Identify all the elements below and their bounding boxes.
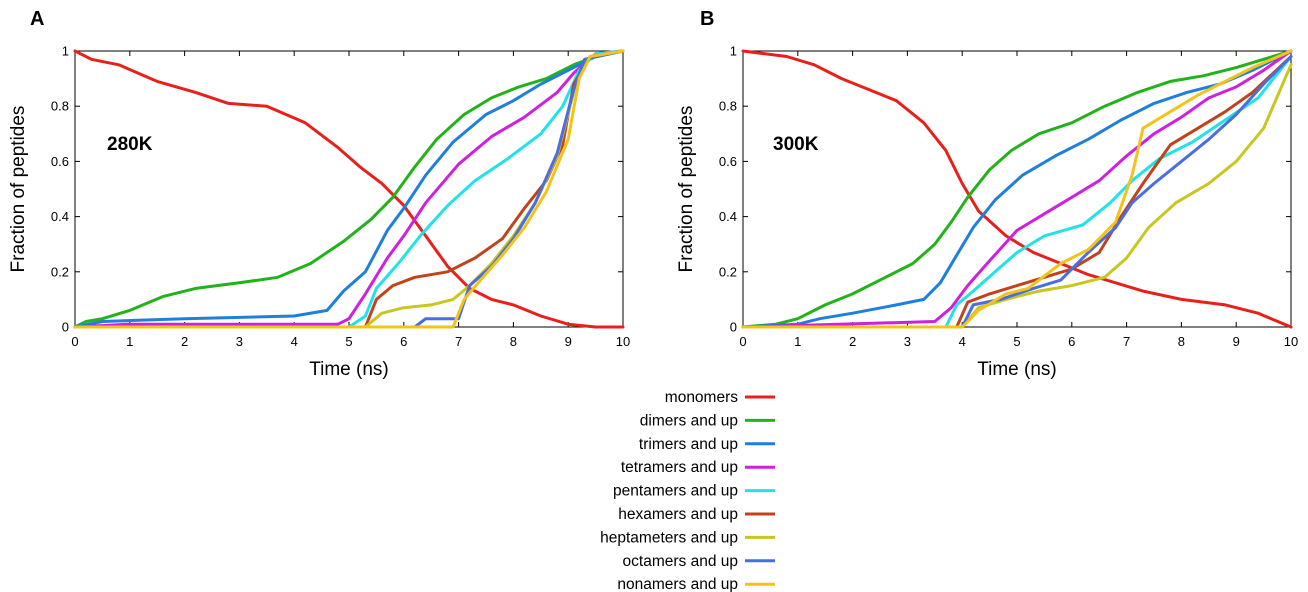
x-tick-label: 6 bbox=[1068, 334, 1075, 349]
legend-label: octamers and up bbox=[623, 553, 738, 570]
y-tick-label: 0.2 bbox=[51, 264, 69, 279]
x-axis-title: Time (ns) bbox=[309, 359, 389, 380]
legend-label: pentamers and up bbox=[613, 483, 738, 500]
x-tick-label: 6 bbox=[400, 334, 407, 349]
y-tick-label: 0.8 bbox=[51, 99, 69, 114]
temperature-label: 280K bbox=[107, 134, 153, 155]
legend-label: hexamers and up bbox=[618, 506, 738, 523]
legend-label: nonamers and up bbox=[617, 576, 738, 592]
x-tick-label: 7 bbox=[1123, 334, 1130, 349]
panel-letter: A bbox=[30, 8, 44, 30]
y-tick-label: 0.8 bbox=[719, 99, 737, 114]
legend: monomers dimers and up trimers and up tetra… bbox=[600, 389, 775, 592]
series-line-monomers bbox=[741, 49, 1293, 329]
x-tick-label: 8 bbox=[510, 334, 517, 349]
series-line-tetramers-and-up bbox=[741, 49, 1293, 329]
legend-label: heptameters and up bbox=[600, 529, 738, 546]
x-tick-label: 2 bbox=[181, 334, 188, 349]
x-tick-label: 4 bbox=[959, 334, 966, 349]
panel-a: A 0 1 2 3 4 5 6 7 8 9 10 0 0.2 0.4 0.6 0.8 1 Time (ns) Frac… bbox=[8, 8, 630, 380]
x-tick-label: 8 bbox=[1178, 334, 1185, 349]
series-line-monomers bbox=[73, 49, 625, 329]
series-line-hexamers-and-up bbox=[741, 55, 1293, 329]
y-axis-title: Fraction of peptides bbox=[8, 106, 29, 273]
x-tick-label: 9 bbox=[1233, 334, 1240, 349]
series-line-pentamers-and-up bbox=[741, 55, 1293, 329]
x-tick-label: 1 bbox=[126, 334, 133, 349]
x-axis-title: Time (ns) bbox=[977, 359, 1057, 380]
y-tick-label: 0.4 bbox=[719, 209, 737, 224]
series-line-octamers-and-up bbox=[73, 49, 625, 329]
y-tick-label: 0.6 bbox=[51, 154, 69, 169]
x-tick-label: 0 bbox=[739, 334, 746, 349]
y-tick-label: 1 bbox=[62, 44, 69, 59]
x-tick-label: 10 bbox=[1284, 334, 1298, 349]
x-tick-label: 4 bbox=[291, 334, 298, 349]
x-tick-label: 5 bbox=[345, 334, 352, 349]
legend-label: monomers bbox=[665, 389, 738, 406]
y-tick-label: 0.2 bbox=[719, 264, 737, 279]
y-tick-label: 0.6 bbox=[719, 154, 737, 169]
legend-label: tetramers and up bbox=[621, 459, 738, 476]
series-line-octamers-and-up bbox=[741, 55, 1293, 329]
y-tick-label: 1 bbox=[730, 44, 737, 59]
series-line-nonamers-and-up bbox=[741, 49, 1293, 329]
x-tick-label: 1 bbox=[794, 334, 801, 349]
y-tick-label: 0 bbox=[730, 320, 737, 335]
series-line-nonamers-and-up bbox=[73, 49, 625, 329]
x-tick-label: 2 bbox=[849, 334, 856, 349]
x-tick-label: 0 bbox=[71, 334, 78, 349]
series-line-dimers-and-up bbox=[73, 49, 625, 329]
series-line-dimers-and-up bbox=[741, 49, 1293, 329]
temperature-label: 300K bbox=[773, 134, 819, 155]
x-tick-label: 3 bbox=[236, 334, 243, 349]
series-line-heptameters-and-up bbox=[741, 63, 1293, 329]
x-tick-label: 10 bbox=[616, 334, 630, 349]
panel-b: B 0 1 2 3 4 5 6 7 8 9 10 0 0.2 0.4 0.6 0.8 1 Time (ns) Frac… bbox=[676, 8, 1298, 380]
series-line-tetramers-and-up bbox=[73, 49, 625, 329]
series-line-trimers-and-up bbox=[73, 49, 625, 329]
x-tick-label: 9 bbox=[565, 334, 572, 349]
y-tick-label: 0 bbox=[62, 320, 69, 335]
y-axis-title: Fraction of peptides bbox=[676, 106, 697, 273]
series-line-trimers-and-up bbox=[741, 49, 1293, 329]
panel-letter: B bbox=[700, 8, 714, 30]
series-line-pentamers-and-up bbox=[73, 49, 625, 329]
x-tick-label: 7 bbox=[455, 334, 462, 349]
y-tick-label: 0.4 bbox=[51, 209, 69, 224]
legend-label: trimers and up bbox=[639, 436, 738, 453]
x-tick-label: 3 bbox=[904, 334, 911, 349]
x-tick-label: 5 bbox=[1013, 334, 1020, 349]
legend-label: dimers and up bbox=[640, 412, 738, 429]
